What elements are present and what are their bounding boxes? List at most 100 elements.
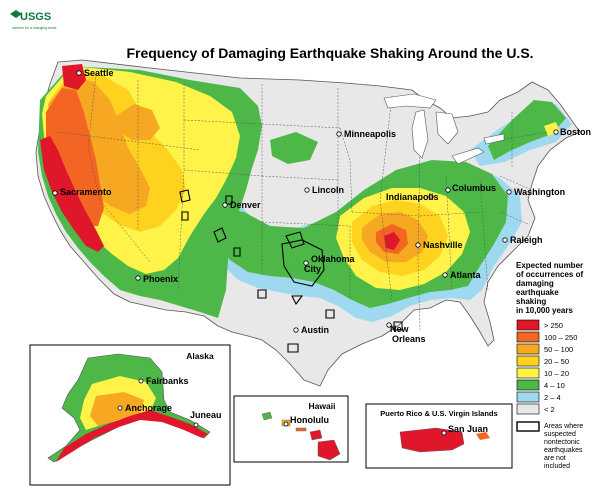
legend-note-line-1: Areas where [544,423,583,430]
nontectonic-oklahoma [281,239,325,287]
nontectonic-kansas [285,231,305,249]
island-big-island [317,439,341,461]
legend-note-line-3: nontectonic [544,439,580,446]
nontectonic-denver [225,195,233,205]
legend-swatches [516,319,540,415]
legend-title-line-5: shaking [516,297,546,306]
city-dot-raleigh [502,237,508,243]
city-dot-indianapolis [428,194,434,200]
legend: Expected number of occurrences of damagi… [516,261,583,470]
great-lakes [383,93,505,165]
alaska-inset: Alaska Fairbanks Anchorage Juneau [29,344,231,486]
legend-swatch-2-4 [516,391,540,403]
city-label-austin: Austin [301,325,329,335]
usgs-logo-text: USGS [20,11,51,23]
lake-superior [383,93,437,109]
zone-over-250-nmsz [384,232,400,250]
legend-label-4-10: 4 – 10 [544,381,565,390]
city-dot-lincoln [304,187,310,193]
city-label-lincoln: Lincoln [312,185,344,195]
legend-swatch-over-250 [516,319,540,331]
legend-swatch-20-50 [516,355,540,367]
city-dot-columbus [445,187,451,193]
nontectonic-arkansas [325,309,335,319]
city-dot-honolulu [283,421,289,427]
city-dot-phoenix [135,275,141,281]
city-label-san-juan: San Juan [448,424,488,434]
legend-label-50-100: 50 – 100 [544,345,573,354]
legend-note-line-4: earthquakes [544,447,583,454]
alaska-zone-50-100 [90,392,144,426]
city-label-new: New [390,324,410,334]
lake-ontario [483,133,505,145]
city-label-city: City [304,264,321,274]
city-dot-atlanta [442,272,448,278]
legend-label-100-250: 100 – 250 [544,333,577,342]
city-dot-oklahoma-city [303,260,309,266]
legend-label-over-250: > 250 [544,321,563,330]
city-label-oklahoma: Oklahoma [311,254,356,264]
island-molokai [295,427,307,432]
city-dot-boston [553,129,559,135]
puerto-rico-inset-title: Puerto Rico & U.S. Virgin Islands [380,409,497,418]
alaska-zone-over-250 [56,410,208,462]
city-label-juneau: Juneau [190,410,222,420]
usgs-logo-tagline: science for a changing world [12,26,56,30]
zone-4-10-plains [270,132,318,164]
city-label-minneapolis: Minneapolis [344,129,396,139]
legend-swatch-4-10 [516,379,540,391]
city-label-washington: Washington [514,187,565,197]
city-dot-nashville [415,242,421,248]
state-boundaries [57,73,549,331]
nontectonic-texas-3 [287,343,299,353]
city-label-nashville: Nashville [423,240,463,250]
city-label-phoenix: Phoenix [143,274,178,284]
city-label-orleans: Orleans [392,334,426,344]
city-dot-sacramento [52,190,58,196]
legend-swatch-under-2 [516,403,540,415]
zone-4-10-northeast [488,100,566,160]
lake-erie [451,147,485,165]
virgin-islands-land [476,432,490,440]
legend-label-10-20: 10 – 20 [544,369,569,378]
alaska-city-dots [117,378,199,428]
city-label-honolulu: Honolulu [290,415,329,425]
zone-over-250-coast [40,136,104,252]
legend-label-20-50: 20 – 50 [544,357,569,366]
legend-swatch-50-100 [516,343,540,355]
island-maui [309,429,323,441]
legend-title-line-1: Expected number [516,261,583,270]
city-label-fairbanks: Fairbanks [146,376,189,386]
city-label-anchorage: Anchorage [125,403,172,413]
hawaii-inset-title: Hawaii [309,401,336,411]
legend-note-line-2: suspected [544,431,576,438]
hawaii-inset: Hawaii Honolulu [233,395,349,463]
city-dot-minneapolis [336,131,342,137]
map-title: Frequency of Damaging Earthquake Shaking… [126,45,533,61]
legend-note-line-6: included [544,463,570,470]
legend-title-line-6: in 10,000 years [516,306,573,315]
conus-map: Seattle Sacramento Phoenix Denver Lincol… [35,59,591,387]
legend-title-line-4: earthquake [516,288,559,297]
city-dot-washington [506,189,512,195]
city-dot-fairbanks [138,378,144,384]
legend-label-2-4: 2 – 4 [544,393,561,402]
city-dot-new-orleans [386,322,392,328]
city-dot-san-juan [441,430,447,436]
city-label-denver: Denver [230,200,261,210]
nontectonic-raton [179,189,191,203]
legend-nontectonic-swatch [516,421,540,432]
puerto-rico-land [399,427,465,453]
legend-note-line-5: are not [544,455,566,462]
nontectonic-colorado [213,227,227,243]
city-dots [52,70,559,333]
nontectonic-areas [179,189,403,353]
usgs-logo: USGS science for a changing world [10,10,56,30]
nontectonic-nm [181,211,189,221]
city-label-indianapolis: Indianapolis [386,192,439,202]
nontectonic-louisiana [393,321,403,331]
nontectonic-wyoming [233,247,241,257]
city-label-sacramento: Sacramento [60,187,112,197]
city-label-raleigh: Raleigh [510,235,543,245]
